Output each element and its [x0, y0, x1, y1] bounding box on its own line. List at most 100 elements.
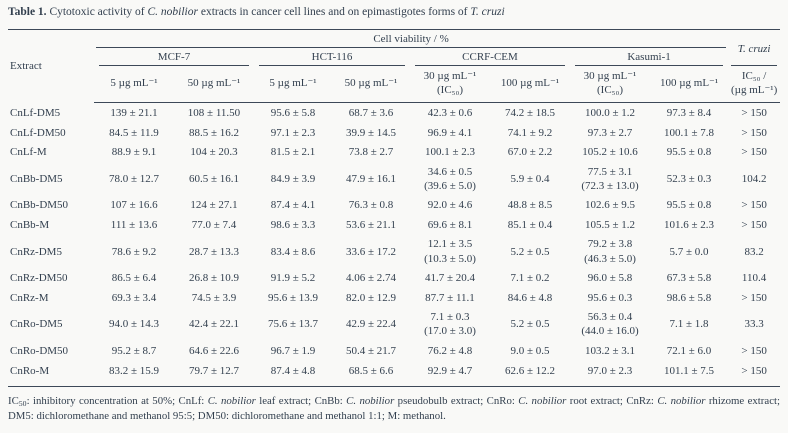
value-cell: 7.1 ± 0.3 (17.0 ± 3.0) [424, 311, 476, 338]
cell-viability-label: Cell viability / % [96, 30, 727, 48]
value-cell: 105.5 ± 1.2 [584, 218, 636, 231]
value-cell: 5.9 ± 0.4 [510, 172, 550, 185]
value-cell: 91.9 ± 5.2 [270, 272, 316, 285]
value-cell: 4.06 ± 2.74 [345, 272, 397, 285]
value-cell: 34.6 ± 0.5 (39.6 ± 5.0) [424, 165, 476, 192]
extract-cell: CnLf-DM50 [10, 126, 66, 139]
value-cell: 39.9 ± 14.5 [345, 126, 397, 139]
value-cell: 88.9 ± 9.1 [111, 146, 157, 159]
value-cell: 62.6 ± 12.2 [504, 364, 556, 377]
extract-cell: CnRo-M [10, 364, 50, 377]
value-cell: 52.3 ± 0.3 [666, 172, 712, 185]
value-cell: 67.3 ± 5.8 [666, 272, 712, 285]
col-header-extract: Extract [10, 60, 42, 73]
extract-cell: CnRz-DM50 [10, 272, 68, 285]
value-cell: 74.5 ± 3.9 [191, 291, 237, 304]
col-header-kasumi1: Kasumi-1 [570, 48, 728, 66]
table-row: CnRo-DM5 94.0 ± 14.3 42.4 ± 22.1 75.6 ± 13.… [8, 308, 780, 342]
value-cell: 47.9 ± 16.1 [345, 172, 397, 185]
value-cell: 87.7 ± 11.1 [425, 291, 475, 304]
value-cell: 41.7 ± 20.4 [424, 272, 476, 285]
col-header-hct116: HCT-116 [254, 48, 410, 66]
extract-cell: CnRz-DM5 [10, 245, 62, 258]
ccrfcem-label: CCRF-CEM [415, 48, 565, 66]
value-cell: 5.2 ± 0.5 [510, 318, 550, 331]
value-cell: 97.3 ± 2.7 [587, 126, 633, 139]
value-cell: 98.6 ± 5.8 [666, 291, 712, 304]
value-cell: 79.7 ± 12.7 [188, 364, 240, 377]
value-cell: 28.7 ± 13.3 [188, 245, 240, 258]
header-row-doses: 5 µg mL⁻¹ 50 µg mL⁻¹ 5 µg mL⁻¹ 50 µg mL⁻… [8, 65, 781, 104]
table-caption: Table 1. Cytotoxic activity of C. nobili… [8, 6, 505, 18]
value-cell: 76.3 ± 0.8 [348, 199, 394, 212]
value-cell: > 150 [741, 199, 767, 212]
value-cell: 75.6 ± 13.7 [267, 318, 319, 331]
value-cell: 84.5 ± 11.9 [109, 126, 159, 139]
value-cell: 96.0 ± 5.8 [587, 272, 633, 285]
value-cell: 139 ± 21.1 [110, 106, 158, 119]
value-cell: 105.2 ± 10.6 [582, 146, 638, 159]
value-cell: > 150 [741, 106, 767, 119]
extract-cell: CnRz-M [10, 291, 49, 304]
value-cell: 95.5 ± 0.8 [666, 146, 712, 159]
value-cell: 82.0 ± 12.9 [345, 291, 397, 304]
value-cell: 124 ± 27.1 [190, 199, 238, 212]
header-row-cell-lines: MCF-7 HCT-116 CCRF-CEM Kasumi-1 [8, 48, 780, 66]
value-cell: 79.2 ± 3.8 (46.3 ± 5.0) [584, 238, 636, 265]
value-cell: 110.4 [741, 272, 767, 285]
table-row: CnLf-M 88.9 ± 9.1 104 ± 20.3 81.5 ± 2.1 73.8… [8, 143, 780, 163]
col-header-t-cruzi: T. cruzi [728, 29, 780, 66]
value-cell: 60.5 ± 16.1 [188, 172, 240, 185]
value-cell: 88.5 ± 16.2 [188, 126, 240, 139]
value-cell: 83.2 ± 15.9 [108, 364, 160, 377]
value-cell: 74.1 ± 9.2 [507, 126, 553, 139]
value-cell: 68.7 ± 3.6 [348, 106, 394, 119]
value-cell: 42.3 ± 0.6 [427, 106, 473, 119]
col-header-ic50: IC₅₀ / (µg mL⁻¹) [728, 65, 781, 104]
value-cell: 100.1 ± 2.3 [424, 146, 476, 159]
col-header-cell-viability: Cell viability / % [94, 29, 728, 48]
value-cell: 7.1 ± 1.8 [669, 318, 709, 331]
value-cell: 97.0 ± 2.3 [587, 364, 633, 377]
value-cell: 7.1 ± 0.2 [510, 272, 550, 285]
hct116-label: HCT-116 [259, 48, 405, 66]
value-cell: 33.6 ± 17.2 [345, 245, 397, 258]
value-cell: 97.3 ± 8.4 [666, 106, 712, 119]
value-cell: 103.2 ± 3.1 [584, 344, 636, 357]
dose-header-hct116-5: 5 µg mL⁻¹ [254, 65, 332, 104]
value-cell: 104.2 [741, 172, 767, 185]
value-cell: 100.0 ± 1.2 [584, 106, 636, 119]
dose-header-kasumi1-30: 30 µg mL⁻¹ (IC₅₀) [570, 65, 650, 104]
value-cell: 98.6 ± 3.3 [270, 218, 316, 231]
value-cell: 74.2 ± 18.5 [504, 106, 556, 119]
table-row: CnBb-M 111 ± 13.6 77.0 ± 7.4 98.6 ± 3.3 53.6… [8, 215, 780, 235]
header-row-top: Extract Cell viability / % T. cruzi [8, 29, 780, 72]
value-cell: > 150 [741, 364, 767, 377]
table-header: Extract Cell viability / % T. cruzi MCF-… [8, 29, 781, 104]
value-cell: 108 ± 11.50 [187, 106, 241, 119]
extract-cell: CnBb-DM50 [10, 199, 69, 212]
table-row: CnLf-DM50 84.5 ± 11.9 88.5 ± 16.2 97.1 ± 2.… [8, 123, 780, 143]
value-cell: 48.8 ± 8.5 [507, 199, 553, 212]
value-cell: 77.5 ± 3.1 (72.3 ± 13.0) [581, 165, 639, 192]
value-cell: 95.6 ± 13.9 [267, 291, 319, 304]
dose-header-kasumi1-100: 100 µg mL⁻¹ [650, 65, 729, 104]
table-row: CnLf-DM5 139 ± 21.1 108 ± 11.50 95.6 ± 5.8 6… [8, 103, 780, 123]
value-cell: > 150 [741, 126, 767, 139]
value-cell: 102.6 ± 9.5 [584, 199, 636, 212]
extract-cell: CnLf-M [10, 146, 47, 159]
dose-header-hct116-50: 50 µg mL⁻¹ [332, 65, 410, 104]
value-cell: 104 ± 20.3 [190, 146, 238, 159]
value-cell: 5.7 ± 0.0 [669, 245, 709, 258]
value-cell: 83.2 [744, 245, 764, 258]
value-cell: 95.6 ± 5.8 [270, 106, 316, 119]
value-cell: 92.0 ± 4.6 [427, 199, 473, 212]
extract-cell: CnRo-DM50 [10, 344, 69, 357]
extract-cell: CnBb-DM5 [10, 172, 63, 185]
value-cell: 87.4 ± 4.8 [270, 364, 316, 377]
value-cell: 111 ± 13.6 [110, 218, 158, 231]
extract-cell: CnBb-M [10, 218, 50, 231]
value-cell: 56.3 ± 0.4 (44.0 ± 16.0) [581, 311, 639, 338]
value-cell: 92.9 ± 4.7 [427, 364, 473, 377]
paper-page: Table 1. Cytotoxic activity of C. nobili… [8, 6, 781, 422]
